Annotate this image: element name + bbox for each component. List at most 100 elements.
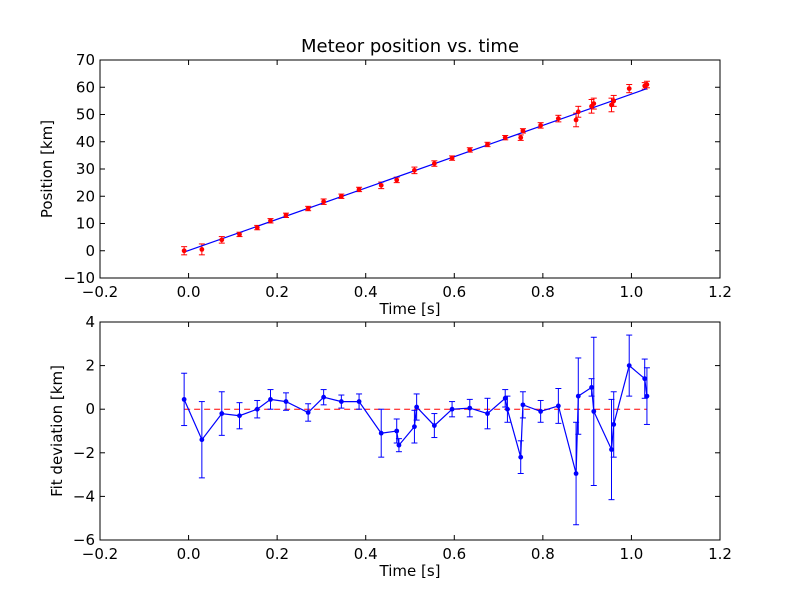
y-tick-label: 70 (76, 51, 95, 69)
data-point (505, 406, 510, 412)
data-point (573, 117, 579, 123)
data-point (237, 413, 242, 419)
chart-title: Meteor position vs. time (301, 36, 519, 57)
data-point (305, 410, 311, 415)
y-tick-label: 0 (85, 242, 95, 260)
x-tick-label: 0.6 (442, 545, 466, 563)
data-point (520, 128, 526, 134)
y-tick-label: −4 (73, 487, 95, 505)
data-point (181, 248, 187, 254)
data-point (518, 135, 524, 141)
data-point (626, 363, 632, 368)
y-tick-label: 60 (76, 78, 95, 96)
data-point (412, 167, 417, 173)
y-axis-label: Position [km] (38, 120, 56, 218)
data-point (642, 376, 648, 382)
data-point (538, 123, 544, 128)
data-point (591, 408, 597, 414)
data-point (219, 237, 225, 243)
data-point (199, 246, 205, 252)
x-tick-label: −0.2 (82, 283, 118, 301)
x-tick-label: 0.2 (265, 283, 289, 301)
data-point (626, 86, 632, 92)
data-point (338, 399, 344, 404)
data-point (254, 406, 260, 412)
y-axis-label: Fit deviation [km] (48, 365, 66, 497)
data-point (378, 430, 384, 436)
x-tick-label: 1.2 (708, 545, 732, 563)
x-axis-label: Time [s] (379, 562, 441, 580)
data-point (609, 447, 614, 452)
data-point (575, 393, 581, 399)
data-point (611, 422, 617, 427)
y-tick-label: 2 (85, 357, 95, 375)
data-point (268, 396, 273, 402)
x-tick-label: 0.0 (177, 545, 201, 563)
data-point (321, 199, 327, 205)
x-tick-label: 0.8 (531, 545, 555, 563)
deviation-line (183, 364, 648, 474)
data-point (449, 406, 455, 412)
data-point (412, 424, 417, 430)
data-point (219, 411, 225, 416)
data-point (283, 399, 289, 404)
data-point (396, 442, 402, 448)
data-point (449, 155, 455, 161)
x-tick-label: −0.2 (82, 545, 118, 563)
data-point (502, 135, 508, 141)
y-tick-label: 4 (85, 313, 95, 331)
x-tick-label: 1.0 (619, 545, 643, 563)
data-point (394, 428, 400, 434)
x-tick-label: 1.2 (708, 283, 732, 301)
data-point (431, 423, 437, 428)
x-tick-label: 0.4 (354, 283, 378, 301)
deviation-plot: −0.2 0.0 0.2 0.4 0.6 0.8 1.0 1.2 −6 −4 −2 0 2 4 Time … (48, 313, 732, 580)
y-tick-label: −2 (73, 444, 95, 462)
data-point (356, 399, 362, 404)
data-point (575, 109, 581, 115)
data-point (609, 102, 614, 108)
y-tick-label: 40 (76, 133, 95, 151)
position-plot: Meteor position vs. time −0.2 0.0 0.2 0.4 0.… (38, 36, 732, 318)
x-tick-label: 0.2 (265, 545, 289, 563)
data-point (538, 408, 544, 414)
data-point (378, 182, 384, 188)
y-tick-label: 20 (76, 187, 95, 205)
data-point (283, 212, 289, 218)
data-point (485, 142, 490, 147)
data-point (644, 82, 650, 87)
data-point (573, 471, 579, 476)
y-tick-label: 0 (85, 400, 95, 418)
data-point (305, 206, 311, 211)
y-tick-label: −10 (63, 269, 95, 287)
data-point (237, 232, 242, 237)
y-tick-label: 10 (76, 215, 95, 233)
data-point (356, 187, 362, 192)
data-point (555, 403, 561, 409)
data-point (555, 116, 561, 121)
data-point (414, 404, 420, 410)
plot-frame (99, 321, 721, 541)
data-point (254, 225, 260, 230)
data-point (467, 147, 473, 153)
data-point (338, 193, 344, 199)
x-tick-label: 0.8 (531, 283, 555, 301)
x-tick-label: 0.4 (354, 545, 378, 563)
data-point (502, 395, 508, 401)
data-point (181, 396, 187, 402)
data-point (467, 405, 473, 411)
y-tick-label: 30 (76, 160, 95, 178)
data-point (589, 385, 594, 390)
y-tick-label: −6 (73, 531, 95, 549)
x-axis-label: Time [s] (379, 300, 441, 318)
data-point (431, 161, 437, 166)
data-point (268, 218, 273, 224)
data-point (611, 98, 617, 104)
data-point (520, 402, 526, 408)
data-point (591, 101, 597, 106)
x-tick-label: 0.6 (442, 283, 466, 301)
data-point (644, 393, 650, 399)
data-point (394, 177, 400, 183)
y-tick-label: 50 (76, 106, 95, 124)
